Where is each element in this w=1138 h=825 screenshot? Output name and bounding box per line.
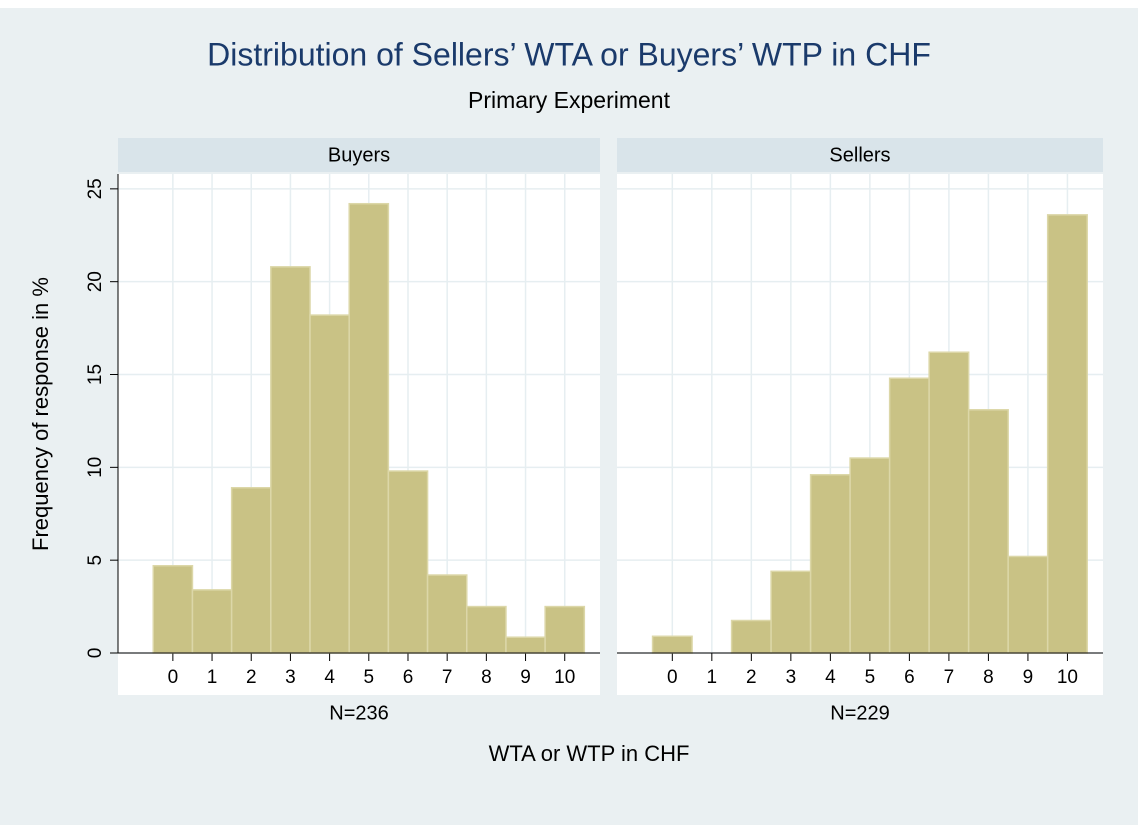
bar xyxy=(928,351,970,654)
bar xyxy=(466,605,507,654)
x-tick-label: 10 xyxy=(1057,667,1078,688)
bar xyxy=(309,314,350,654)
y-axis-title: Frequency of response in % xyxy=(28,277,53,551)
y-tick-label: 20 xyxy=(85,271,106,292)
bar xyxy=(387,470,429,654)
y-tick-label: 25 xyxy=(85,178,106,199)
x-tick-label: 8 xyxy=(481,667,492,688)
bar xyxy=(888,377,930,654)
bar xyxy=(152,564,194,654)
y-tick-label: 5 xyxy=(85,555,106,566)
bar xyxy=(505,636,546,654)
bar xyxy=(544,605,586,654)
panel-label: Buyers xyxy=(328,144,390,166)
x-tick-label: 0 xyxy=(168,667,179,688)
chart-title: Distribution of Sellers’ WTA or Buyers’ … xyxy=(207,36,931,72)
bar xyxy=(770,570,812,654)
x-tick-label: 9 xyxy=(520,667,531,688)
y-tick-label: 15 xyxy=(85,364,106,385)
panel-label: Sellers xyxy=(829,144,890,166)
panel-note: N=229 xyxy=(830,702,890,724)
x-tick-label: 1 xyxy=(207,667,218,688)
x-tick-label: 4 xyxy=(324,667,335,688)
x-tick-label: 0 xyxy=(667,667,678,688)
bar xyxy=(191,589,233,654)
x-tick-label: 5 xyxy=(865,667,876,688)
bar xyxy=(426,574,468,654)
x-tick-label: 8 xyxy=(983,667,994,688)
bar xyxy=(1007,555,1049,654)
x-tick-label: 10 xyxy=(554,667,575,688)
x-tick-label: 2 xyxy=(246,667,257,688)
strip-background xyxy=(118,138,600,172)
x-tick-label: 4 xyxy=(825,667,836,688)
strip-background xyxy=(617,138,1103,172)
bar xyxy=(1046,214,1088,654)
x-axis-title: WTA or WTP in CHF xyxy=(489,741,690,766)
x-tick-label: 1 xyxy=(707,667,718,688)
x-tick-label: 6 xyxy=(403,667,414,688)
x-tick-label: 2 xyxy=(746,667,757,688)
x-tick-label: 6 xyxy=(904,667,915,688)
x-tick-label: 5 xyxy=(364,667,375,688)
panel-note: N=236 xyxy=(329,702,389,724)
x-tick-label: 3 xyxy=(786,667,797,688)
y-tick-label: 0 xyxy=(85,648,106,659)
bar xyxy=(230,487,272,654)
x-tick-label: 3 xyxy=(285,667,296,688)
bar xyxy=(348,202,390,654)
bar xyxy=(967,409,1009,654)
bar xyxy=(270,266,311,654)
x-tick-label: 9 xyxy=(1023,667,1034,688)
bar xyxy=(849,457,891,654)
y-tick-label: 10 xyxy=(85,457,106,478)
bar xyxy=(730,619,772,654)
bar xyxy=(809,474,851,654)
x-tick-label: 7 xyxy=(442,667,453,688)
x-tick-label: 7 xyxy=(944,667,955,688)
chart-subtitle: Primary Experiment xyxy=(468,87,671,113)
bar xyxy=(651,635,693,654)
